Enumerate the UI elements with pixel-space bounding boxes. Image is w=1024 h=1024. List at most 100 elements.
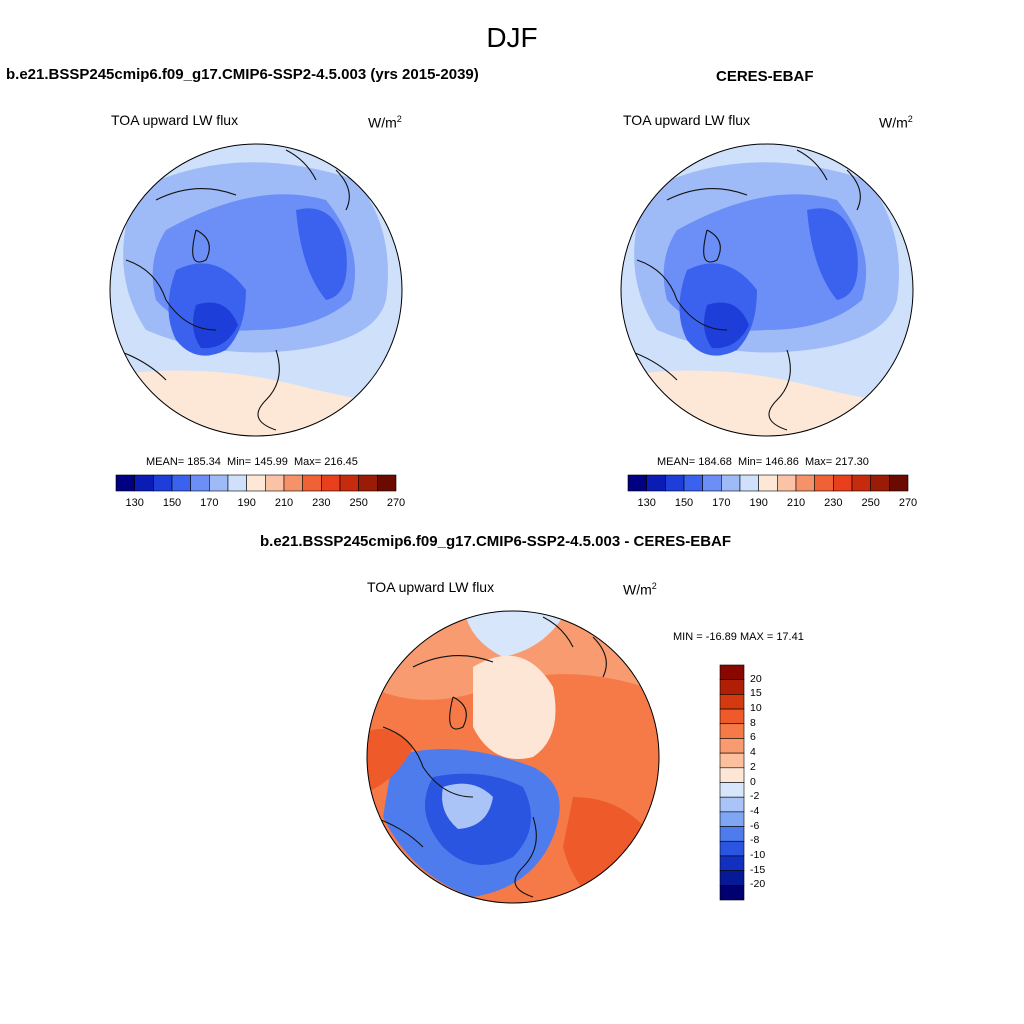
left-mean: MEAN= 185.34 <box>146 456 221 468</box>
colorbar-swatch <box>283 474 303 492</box>
right-min: Min= 146.86 <box>738 456 799 468</box>
colorbar-tick-label: 250 <box>861 497 880 509</box>
colorbar-swatch <box>814 474 834 492</box>
diff-map-outline <box>366 610 660 904</box>
colorbar-tick-label: 210 <box>274 497 294 509</box>
left-max: Max= 216.45 <box>294 456 358 468</box>
colorbar-tick-label: -8 <box>750 834 760 847</box>
colorbar-tick-label: 4 <box>750 746 756 759</box>
diff-units-label: W/m2 <box>623 581 657 598</box>
left-stats: MEAN= 185.34 Min= 145.99 Max= 216.45 <box>146 456 358 468</box>
colorbar-swatch <box>209 474 229 492</box>
colorbar-swatch <box>190 474 210 492</box>
colorbar-swatch <box>719 767 745 783</box>
colorbar-swatch <box>719 664 745 680</box>
colorbar-tick-label: 170 <box>200 497 219 509</box>
colorbar-swatch <box>719 840 745 857</box>
colorbar-swatch <box>134 474 154 492</box>
colorbar-tick-label: 190 <box>237 497 256 509</box>
colorbar-swatch <box>719 826 745 842</box>
right-stats: MEAN= 184.68 Min= 146.86 Max= 217.30 <box>657 456 869 468</box>
left-min: Min= 145.99 <box>227 456 288 468</box>
right-panel-title: CERES-EBAF <box>716 68 814 85</box>
left-polar-map <box>110 144 402 436</box>
colorbar-tick-label: 210 <box>786 497 806 509</box>
colorbar-tick-label: -6 <box>750 819 760 832</box>
colorbar-swatch <box>358 474 378 492</box>
colorbar-tick-label: 15 <box>750 687 762 700</box>
colorbar-swatch <box>777 474 797 492</box>
colorbar-tick-label: 270 <box>898 497 918 509</box>
colorbar-swatch <box>719 679 745 695</box>
colorbar-tick-label: 20 <box>750 672 762 685</box>
colorbar-swatch <box>833 474 853 492</box>
colorbar-swatch <box>246 474 266 492</box>
colorbar-swatch <box>171 474 191 492</box>
colorbar-tick-label: 6 <box>750 731 756 744</box>
colorbar-swatch <box>646 474 666 492</box>
colorbar-tick-label: 190 <box>749 497 768 509</box>
colorbar-tick-label: 250 <box>349 497 368 509</box>
right-mean: MEAN= 184.68 <box>657 456 732 468</box>
colorbar-tick-label: -20 <box>750 878 766 891</box>
colorbar-tick-label: 170 <box>712 497 731 509</box>
right-colorbar <box>627 474 909 492</box>
colorbar-swatch <box>889 474 909 492</box>
colorbar-swatch <box>719 796 745 813</box>
colorbar-swatch <box>851 474 871 492</box>
colorbar-swatch <box>870 474 890 492</box>
colorbar-swatch <box>719 811 745 827</box>
colorbar-swatch <box>719 694 745 710</box>
colorbar-tick-label: 150 <box>674 497 694 509</box>
colorbar-tick-label: 10 <box>750 702 762 715</box>
colorbar-tick-label: -15 <box>750 863 766 876</box>
colorbar-swatch <box>739 474 759 492</box>
colorbar-tick-label: 130 <box>125 497 144 509</box>
colorbar-tick-label: 130 <box>637 497 656 509</box>
colorbar-tick-label: -2 <box>750 790 760 803</box>
colorbar-swatch <box>665 474 685 492</box>
colorbar-swatch <box>265 474 285 492</box>
colorbar-tick-label: 150 <box>162 497 182 509</box>
colorbar-tick-label: -4 <box>750 804 760 817</box>
colorbar-tick-label: 0 <box>750 775 756 788</box>
colorbar-swatch <box>115 474 135 492</box>
left-panel-title: b.e21.BSSP245cmip6.f09_g17.CMIP6-SSP2-4.… <box>6 66 479 83</box>
colorbar-swatch <box>719 870 745 886</box>
colorbar-swatch <box>627 474 647 492</box>
diff-polar-map <box>367 611 659 903</box>
colorbar-swatch <box>719 708 745 725</box>
left-units-label: W/m2 <box>368 114 402 131</box>
colorbar-swatch <box>339 474 359 492</box>
right-polar-map <box>621 144 913 436</box>
colorbar-swatch <box>153 474 173 492</box>
right-units-label: W/m2 <box>879 114 913 131</box>
colorbar-swatch <box>721 474 741 492</box>
colorbar-swatch <box>719 885 745 901</box>
colorbar-tick-label: 230 <box>824 497 843 509</box>
right-variable-label: TOA upward LW flux <box>623 112 751 128</box>
colorbar-swatch <box>227 474 247 492</box>
colorbar-swatch <box>302 474 322 492</box>
colorbar-swatch <box>719 782 745 798</box>
diff-variable-label: TOA upward LW flux <box>367 579 495 595</box>
colorbar-swatch <box>683 474 703 492</box>
left-map-outline <box>109 143 403 437</box>
diff-colorbar <box>719 664 745 901</box>
season-title: DJF <box>486 22 538 53</box>
colorbar-tick-label: 2 <box>750 760 756 773</box>
colorbar-tick-label: 8 <box>750 716 756 729</box>
colorbar-swatch <box>795 474 815 492</box>
colorbar-swatch <box>758 474 778 492</box>
diff-panel-title: b.e21.BSSP245cmip6.f09_g17.CMIP6-SSP2-4.… <box>260 533 732 550</box>
colorbar-tick-label: 270 <box>386 497 406 509</box>
colorbar-swatch <box>377 474 397 492</box>
left-colorbar <box>115 474 397 492</box>
right-map-outline <box>620 143 914 437</box>
colorbar-swatch <box>719 752 745 769</box>
colorbar-swatch <box>321 474 341 492</box>
colorbar-tick-label: -10 <box>750 848 766 861</box>
colorbar-swatch <box>719 723 745 739</box>
colorbar-swatch <box>719 738 745 754</box>
